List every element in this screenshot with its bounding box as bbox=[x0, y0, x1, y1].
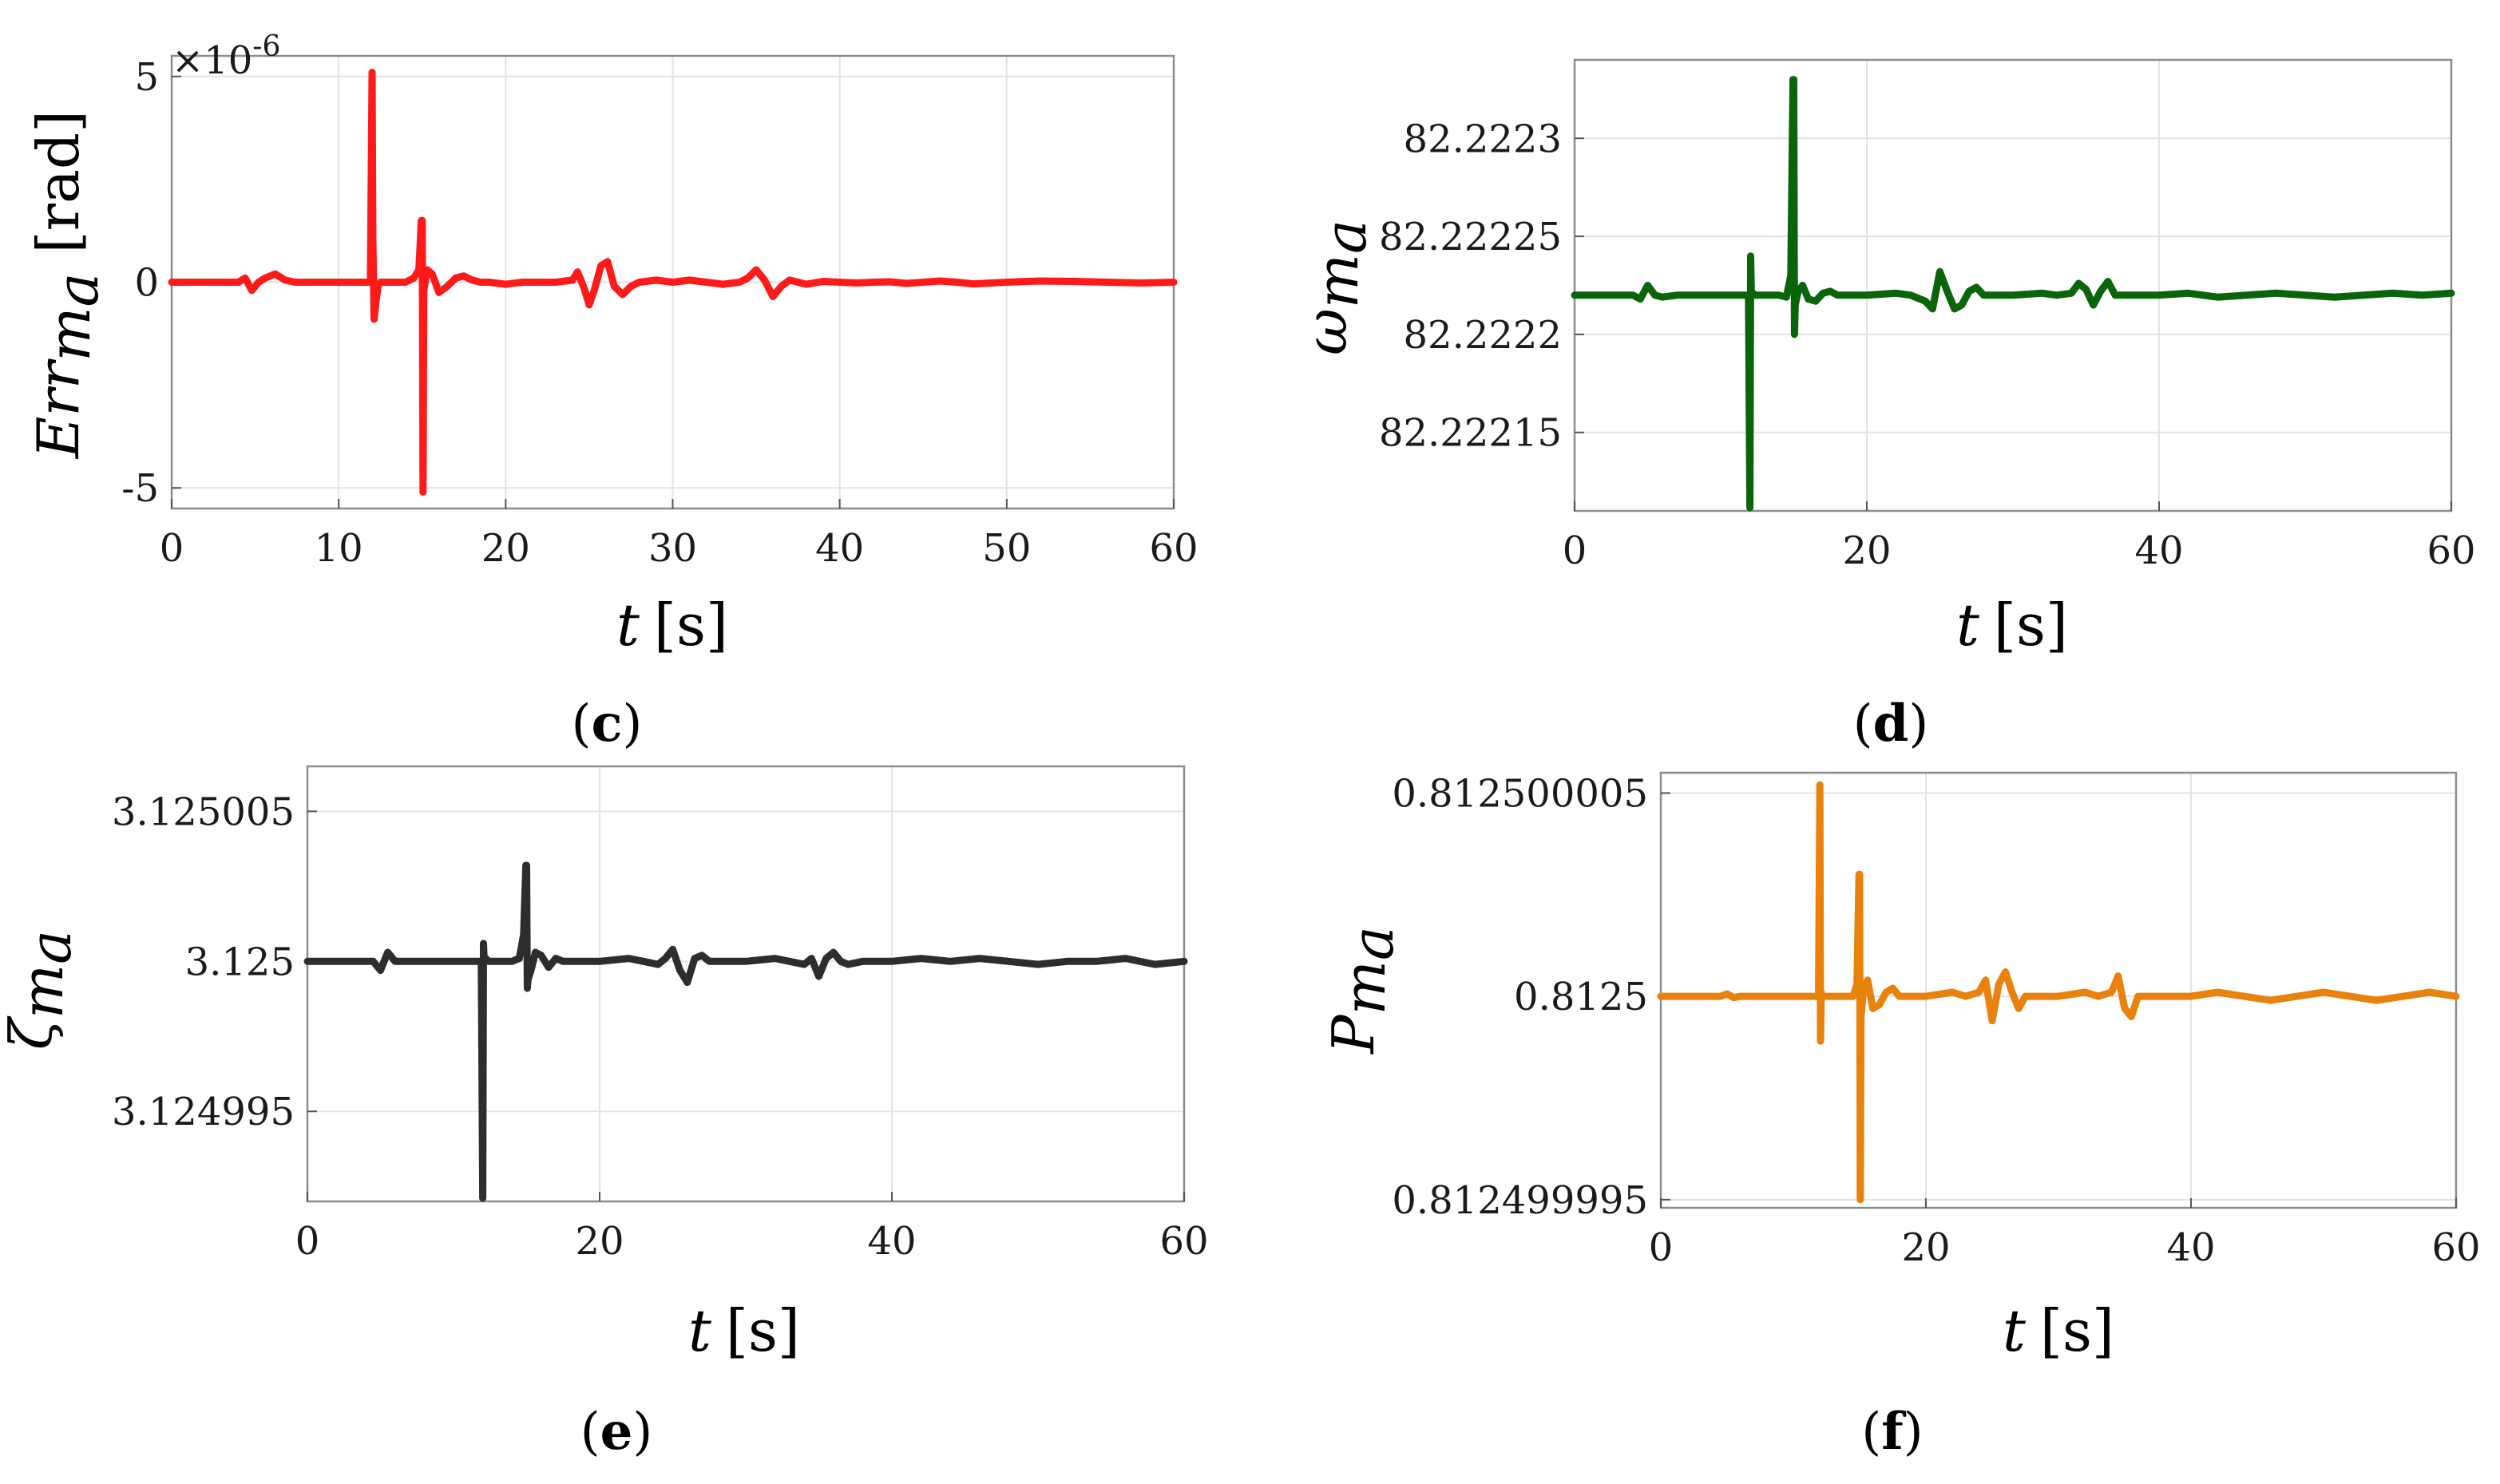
x-axis-label-c: t [s] bbox=[616, 592, 728, 659]
x-tick-label-d: 20 bbox=[1842, 528, 1891, 573]
y-tick-label-d: 82.2223 bbox=[1404, 117, 1563, 161]
plot-area-f bbox=[1659, 771, 2458, 1209]
y-tick-label-f: 0.8125 bbox=[1514, 975, 1648, 1019]
x-tick-label-d: 60 bbox=[2427, 528, 2475, 573]
x-tick-label-d: 40 bbox=[2134, 528, 2183, 573]
exponent-label-c: ×10-6 bbox=[172, 30, 280, 83]
panel-label-f: (f) bbox=[1861, 1402, 1923, 1462]
y-axis-label-f: Pma bbox=[1320, 926, 1406, 1055]
x-tick-label-c: 40 bbox=[815, 526, 864, 571]
x-tick-label-c: 60 bbox=[1149, 526, 1198, 571]
x-tick-label-e: 40 bbox=[867, 1219, 916, 1264]
y-tick-label-c: 5 bbox=[134, 55, 159, 100]
y-tick-label-d: 82.22215 bbox=[1379, 411, 1562, 456]
x-axis-label-d: t [s] bbox=[1956, 592, 2068, 659]
panel-d: 0 20 40 60 82.22215 82.2222 82.22225 82.2223 ω… bbox=[1293, 58, 2476, 754]
plot-area-d bbox=[1573, 58, 2453, 512]
x-tick-label-f: 20 bbox=[1901, 1225, 1950, 1270]
x-tick-label-e: 20 bbox=[575, 1219, 624, 1264]
y-tick-label-e: 3.124995 bbox=[112, 1090, 295, 1134]
panel-label-c: (c) bbox=[572, 694, 643, 754]
y-tick-label-f: 0.812499995 bbox=[1392, 1178, 1648, 1223]
x-axis-label-f: t [s] bbox=[2003, 1297, 2114, 1364]
x-tick-label-c: 30 bbox=[648, 526, 697, 571]
panel-label-e: (e) bbox=[580, 1402, 653, 1462]
y-axis-label-c: Errma[rad] bbox=[25, 110, 111, 460]
y-tick-label-e: 3.125 bbox=[185, 940, 295, 984]
x-tick-label-c: 50 bbox=[982, 526, 1031, 571]
x-tick-label-f: 0 bbox=[1649, 1225, 1674, 1270]
y-tick-label-e: 3.125005 bbox=[112, 789, 295, 834]
panel-c: 0 10 20 30 40 50 60 -505 ×10-6 Errma[rad] t [s]… bbox=[25, 30, 1198, 754]
x-axis-label-e: t [s] bbox=[688, 1297, 800, 1364]
y-tick-label-f: 0.812500005 bbox=[1392, 771, 1648, 816]
zeta-ma-line bbox=[303, 861, 1188, 1202]
x-tick-label-f: 60 bbox=[2431, 1225, 2480, 1270]
x-tick-label-f: 40 bbox=[2166, 1225, 2215, 1270]
x-tick-label-c: 10 bbox=[315, 526, 363, 571]
x-tick-label-e: 60 bbox=[1159, 1219, 1208, 1264]
err-ma-line bbox=[168, 69, 1178, 496]
y-axis-label-e: ζma bbox=[0, 930, 84, 1050]
panel-f: 0 20 40 60 0.812499995 0.8125 0.812500005 Pma… bbox=[1320, 771, 2481, 1462]
x-tick-label-d: 0 bbox=[1563, 528, 1587, 573]
omega-ma-line bbox=[1571, 76, 2455, 512]
y-axis-label-d: ωma bbox=[1293, 220, 1379, 355]
plot-area-e bbox=[306, 765, 1186, 1203]
y-tick-label-d: 82.22225 bbox=[1379, 215, 1562, 259]
y-tick-label-d: 82.2222 bbox=[1404, 313, 1563, 358]
x-tick-label-c: 20 bbox=[481, 526, 530, 571]
x-tick-label-e: 0 bbox=[295, 1219, 320, 1264]
p-ma-line bbox=[1657, 781, 2460, 1204]
panel-label-d: (d) bbox=[1853, 694, 1929, 754]
y-tick-label-c: 0 bbox=[134, 261, 159, 306]
y-tick-label-c: -5 bbox=[121, 466, 159, 511]
x-tick-label-c: 0 bbox=[160, 526, 184, 571]
panel-e: 0 20 40 60 3.124995 3.125 3.125005 ζma t [s] (… bbox=[0, 765, 1209, 1462]
